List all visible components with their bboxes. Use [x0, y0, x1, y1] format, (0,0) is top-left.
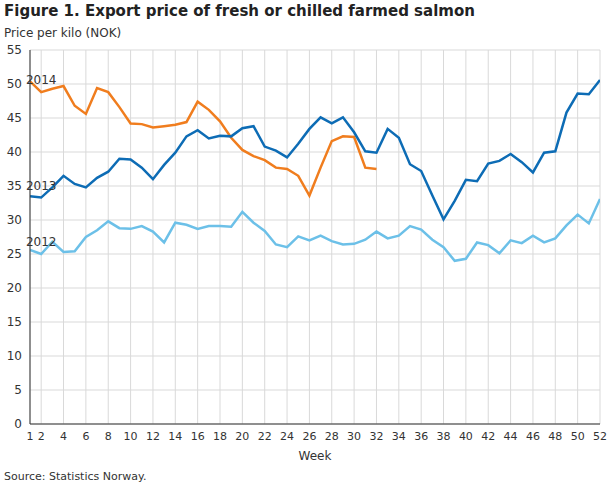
svg-text:22: 22: [258, 430, 272, 443]
svg-text:2013: 2013: [26, 179, 57, 193]
svg-text:34: 34: [392, 430, 406, 443]
svg-text:24: 24: [280, 430, 294, 443]
svg-text:15: 15: [8, 315, 22, 329]
svg-text:20: 20: [8, 281, 22, 295]
svg-text:30: 30: [347, 430, 361, 443]
svg-text:50: 50: [571, 430, 585, 443]
html-text:Price per kilo (NOK): Price per kilo (NOK): [4, 26, 122, 40]
svg-text:0: 0: [14, 417, 22, 431]
html-text:Figure 1. Export price of fres: Figure 1. Export price of fresh or chill…: [4, 2, 475, 20]
svg-text:46: 46: [526, 430, 540, 443]
svg-text:2012: 2012: [26, 235, 57, 249]
svg-text:36: 36: [414, 430, 428, 443]
svg-text:16: 16: [191, 430, 205, 443]
svg-text:50: 50: [8, 77, 22, 91]
svg-text:26: 26: [302, 430, 316, 443]
svg-text:4: 4: [60, 430, 67, 443]
svg-text:45: 45: [8, 111, 22, 125]
svg-text:2014: 2014: [26, 73, 57, 87]
svg-text:48: 48: [548, 430, 562, 443]
svg-text:2: 2: [38, 430, 45, 443]
svg-text:Week: Week: [299, 449, 332, 463]
svg-text:10: 10: [124, 430, 138, 443]
svg-text:14: 14: [168, 430, 182, 443]
svg-text:40: 40: [8, 145, 22, 159]
svg-text:10: 10: [8, 349, 22, 363]
html-text:Source: Statistics Norway.: Source: Statistics Norway.: [4, 470, 147, 483]
svg-text:38: 38: [437, 430, 451, 443]
svg-text:28: 28: [325, 430, 339, 443]
svg-text:42: 42: [481, 430, 495, 443]
svg-text:12: 12: [146, 430, 160, 443]
svg-text:18: 18: [213, 430, 227, 443]
svg-text:5: 5: [14, 383, 22, 397]
svg-text:6: 6: [82, 430, 89, 443]
svg-text:1: 1: [27, 430, 34, 443]
svg-text:8: 8: [105, 430, 112, 443]
svg-text:30: 30: [8, 213, 22, 227]
svg-text:25: 25: [8, 247, 22, 261]
svg-text:44: 44: [504, 430, 518, 443]
svg-text:40: 40: [459, 430, 473, 443]
svg-text:35: 35: [8, 179, 22, 193]
svg-text:32: 32: [369, 430, 383, 443]
svg-text:55: 55: [8, 43, 22, 57]
svg-text:20: 20: [235, 430, 249, 443]
svg-text:52: 52: [593, 430, 602, 443]
